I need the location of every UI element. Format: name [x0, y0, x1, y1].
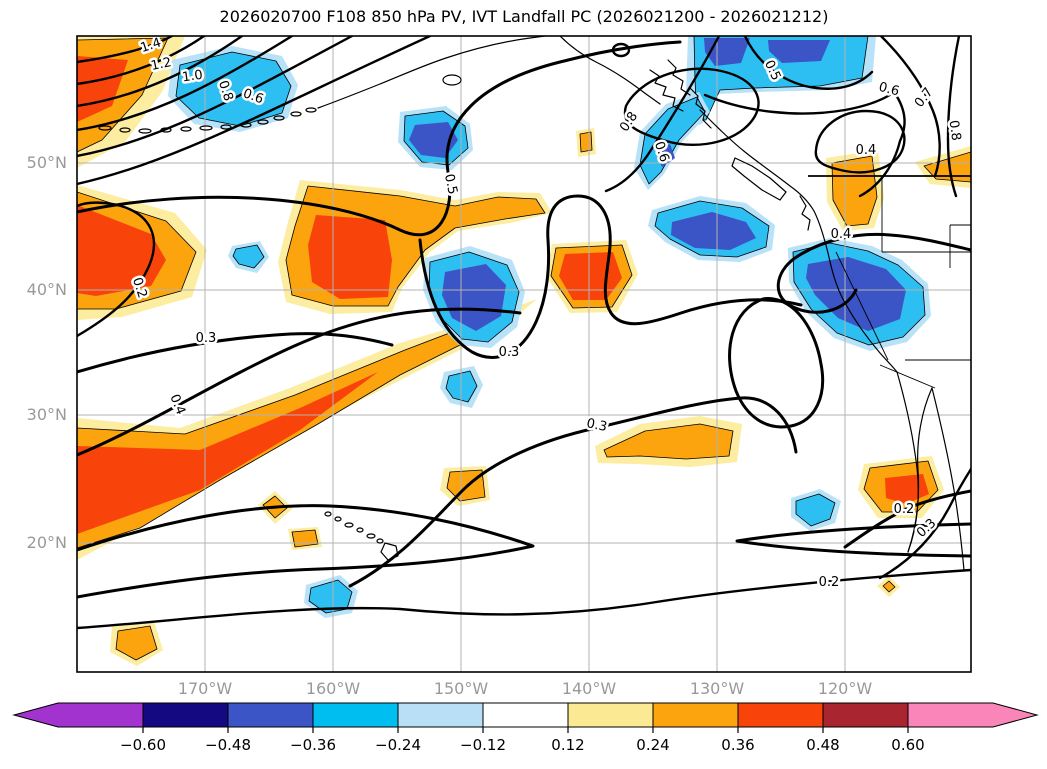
- contour-label: 0.4: [166, 392, 188, 417]
- colorbar-tick-label: 0.36: [721, 736, 754, 754]
- y-tick-label: 20°N: [27, 533, 67, 552]
- colorbar-segment: [822, 702, 909, 728]
- colorbar-tick-label: −0.12: [460, 736, 506, 754]
- x-axis-labels: 170°W 160°W 150°W 140°W 130°W 120°W: [178, 679, 873, 698]
- contour-label: 0.6: [877, 80, 901, 100]
- contour-label: 1.2: [150, 55, 173, 74]
- contour-label: 0.3: [914, 516, 939, 541]
- contour-label: 0.4: [856, 143, 877, 158]
- colorbar-tick-label: 0.24: [636, 736, 669, 754]
- contour-label: 0.8: [946, 119, 964, 142]
- colorbar-segment: [227, 702, 314, 728]
- graticule-gridlines: [77, 36, 971, 672]
- y-tick-label: 40°N: [27, 280, 67, 299]
- aleutian-islands-icon: [98, 107, 317, 134]
- x-tick-label: 170°W: [178, 679, 233, 698]
- colorbar-segment: [737, 702, 824, 728]
- contour-label: 0.5: [441, 173, 460, 196]
- contour-label: 0.7: [912, 85, 937, 111]
- colorbar: −0.60 −0.48 −0.36 −0.24 −0.12 0.12 0.24 0.36 0.4…: [12, 702, 1039, 754]
- colorbar-segment: [142, 702, 229, 728]
- colorbar-tick-label: −0.60: [120, 736, 166, 754]
- colorbar-tick-label: −0.36: [290, 736, 336, 754]
- colorbar-segment: [397, 702, 484, 728]
- colorbar-segment: [312, 702, 399, 728]
- colorbar-under-arrow: [12, 702, 144, 728]
- colorbar-tick-label: 0.60: [891, 736, 924, 754]
- hawaii-islands-icon: [324, 511, 399, 561]
- contour-lines: [77, 36, 971, 630]
- shaded-anomaly-fills: [77, 36, 971, 666]
- contour-label: 0.2: [819, 575, 840, 590]
- x-tick-label: 120°W: [818, 679, 873, 698]
- colorbar-segment: [482, 702, 569, 728]
- colorbar-tick-label: −0.48: [205, 736, 251, 754]
- contour-label: 0.4: [831, 227, 852, 242]
- colorbar-over-arrow: [907, 702, 1039, 728]
- contour-label: 0.3: [585, 416, 608, 435]
- y-tick-label: 50°N: [27, 153, 67, 172]
- x-tick-label: 150°W: [434, 679, 489, 698]
- colorbar-tick-label: 0.12: [551, 736, 584, 754]
- colorbar-segment: [567, 702, 654, 728]
- colorbar-tick-label: −0.24: [375, 736, 421, 754]
- colorbar-tick-label: 0.48: [806, 736, 839, 754]
- contour-label: 0.3: [499, 345, 520, 360]
- x-tick-label: 140°W: [562, 679, 617, 698]
- figure-title: 2026020700 F108 850 hPa PV, IVT Landfall…: [220, 7, 829, 26]
- contour-label: 0.3: [196, 331, 217, 346]
- x-tick-label: 160°W: [306, 679, 361, 698]
- colorbar-segment: [652, 702, 739, 728]
- coastlines: [98, 36, 971, 571]
- contour-label: 1.0: [181, 68, 204, 86]
- x-tick-label: 130°W: [690, 679, 745, 698]
- map-frame: [76, 35, 972, 673]
- contour-label: 0.2: [894, 502, 915, 517]
- y-axis-labels: 50°N 40°N 30°N 20°N: [27, 153, 67, 552]
- y-tick-label: 30°N: [27, 405, 67, 424]
